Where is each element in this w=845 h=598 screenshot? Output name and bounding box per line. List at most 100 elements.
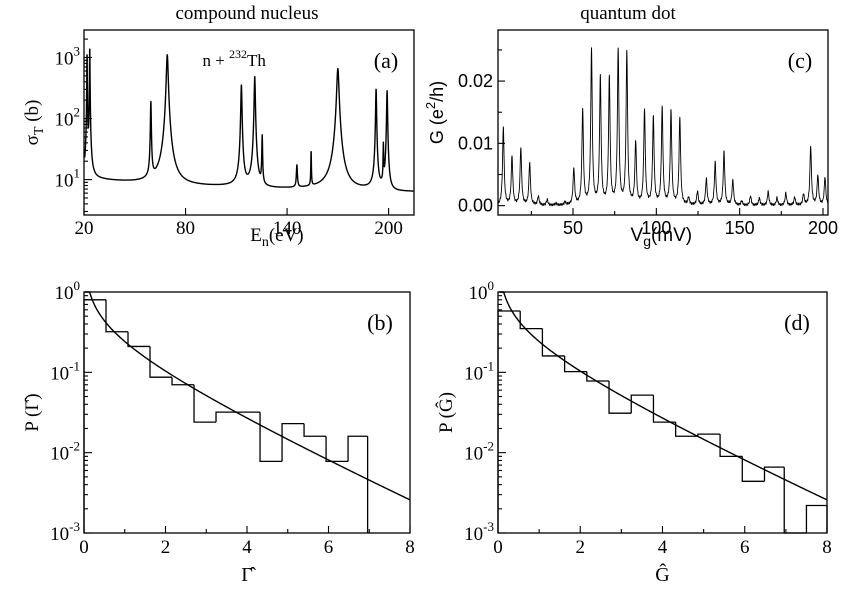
- y-tick-base: 10: [55, 110, 74, 131]
- y-tick-base: 10: [464, 444, 483, 465]
- y-tick-label: 103: [55, 43, 81, 69]
- y-tick-base: 10: [469, 283, 488, 304]
- x-tick-label: 4: [242, 537, 252, 558]
- y-axis-label: G (e2/h): [423, 81, 447, 144]
- y-tick-exponent: 0: [488, 278, 495, 293]
- histogram-bin: [127, 331, 151, 348]
- histogram-bin: [541, 328, 565, 357]
- y-tick-exponent: -1: [69, 358, 80, 373]
- histogram-bin: [652, 395, 676, 423]
- y-tick-base: 10: [55, 283, 74, 304]
- annotation-suffix: Th: [247, 51, 266, 70]
- histogram-bin: [675, 422, 698, 437]
- x-axis-label: Ĝ: [655, 562, 669, 586]
- x-axis-label-sub: g: [643, 233, 651, 249]
- y-tick-label: 10-1: [50, 358, 80, 384]
- y-tick-base: 10: [50, 444, 69, 465]
- histogram-bin: [719, 434, 743, 457]
- y-tick-base: 10: [55, 171, 74, 192]
- y-axis-label-sub: T: [32, 126, 47, 135]
- y-tick-label: 102: [55, 105, 81, 131]
- x-tick-label: 150: [725, 218, 755, 238]
- y-axis-label-main: σ: [22, 135, 43, 145]
- series-line-conductance: [497, 47, 829, 207]
- fit-line-porter-thomas: [499, 291, 827, 501]
- column-title-right: quantum dot: [580, 3, 676, 24]
- plot-frame: [497, 29, 829, 216]
- y-tick-exponent: -2: [69, 439, 80, 454]
- y-axis-label-sup: 2: [423, 102, 438, 109]
- y-axis-label-unit: (b): [22, 100, 43, 127]
- x-axis-label-unit: (eV): [269, 225, 304, 246]
- y-tick-label: 100: [469, 278, 495, 304]
- x-tick-label: 0: [493, 537, 503, 558]
- y-tick-exponent: -1: [483, 358, 494, 373]
- histogram-bin: [105, 299, 129, 333]
- y-tick-exponent: 1: [74, 166, 81, 181]
- histogram-bin: [519, 311, 543, 330]
- x-axis-label-main: V: [631, 225, 644, 246]
- x-tick-label: 80: [176, 218, 195, 239]
- y-axis-label-main: G (e: [427, 109, 447, 144]
- histogram-bin: [193, 384, 217, 423]
- x-tick-label: 6: [324, 537, 334, 558]
- y-tick-label: 0.02: [458, 71, 493, 91]
- x-axis-label: En(eV): [250, 225, 303, 250]
- y-tick-exponent: 0: [74, 278, 81, 293]
- y-axis-label: P (Γ̂): [22, 393, 43, 431]
- histogram-bin: [347, 435, 368, 462]
- x-tick-label: 100: [641, 218, 671, 238]
- column-title-left: compound nucleus: [175, 3, 318, 24]
- y-tick-exponent: -3: [483, 519, 494, 534]
- y-tick-label: 10-1: [464, 358, 494, 384]
- histogram-bin: [586, 371, 610, 382]
- histogram-bin: [149, 346, 173, 378]
- y-tick-label: 0.00: [458, 196, 493, 216]
- y-tick-label: 0.01: [458, 133, 493, 153]
- x-axis-label-unit: (mV): [651, 225, 692, 246]
- panel-label: (a): [374, 48, 398, 73]
- panel-label: (c): [788, 48, 812, 73]
- x-tick-label: 50: [563, 218, 583, 238]
- x-tick-label: 0: [79, 537, 89, 558]
- annotation-superscript: 232: [229, 47, 247, 61]
- x-tick-label: 200: [374, 218, 403, 239]
- y-tick-label: 100: [55, 278, 81, 304]
- x-axis-label: Vg(mV): [631, 225, 693, 249]
- x-axis-label-main: E: [250, 225, 262, 246]
- y-tick-base: 10: [50, 524, 69, 545]
- y-tick-label: 101: [55, 166, 81, 192]
- y-axis-label: σT (b): [22, 100, 47, 146]
- x-tick-label: 140: [273, 218, 302, 239]
- x-tick-label: 200: [808, 218, 838, 238]
- panel-c: 50 100 150 200 0.00 0.01 0.02 Vg(mV) G (e2/h) (c): [423, 29, 838, 249]
- x-tick-label: 4: [658, 537, 668, 558]
- x-tick-label: 2: [161, 537, 171, 558]
- y-tick-label: 10-2: [50, 439, 80, 465]
- y-tick-exponent: -3: [69, 519, 80, 534]
- histogram-bin: [281, 422, 305, 462]
- histogram-bin: [697, 433, 721, 437]
- histogram-bin: [763, 466, 785, 482]
- histogram-bin: [83, 299, 106, 533]
- y-tick-label: 10-3: [464, 519, 494, 545]
- histogram-bin: [259, 412, 283, 462]
- y-axis-label-unit: /h): [427, 81, 447, 102]
- histogram-bin: [608, 381, 632, 414]
- x-axis-label: Γ̂: [241, 564, 257, 586]
- y-axis-label: P (Ĝ): [435, 392, 457, 433]
- y-tick-exponent: -2: [483, 439, 494, 454]
- annotation-reaction: n + 232Th: [202, 47, 266, 70]
- x-tick-label: 2: [576, 537, 586, 558]
- histogram-bin: [171, 377, 195, 386]
- y-tick-base: 10: [50, 363, 69, 384]
- x-tick-label: 8: [822, 537, 832, 558]
- plot-frame: [497, 291, 828, 534]
- x-tick-label: 20: [75, 218, 94, 239]
- x-axis-label-sub: n: [262, 235, 269, 250]
- y-tick-label: 10-3: [50, 519, 80, 545]
- histogram-bin: [215, 411, 239, 423]
